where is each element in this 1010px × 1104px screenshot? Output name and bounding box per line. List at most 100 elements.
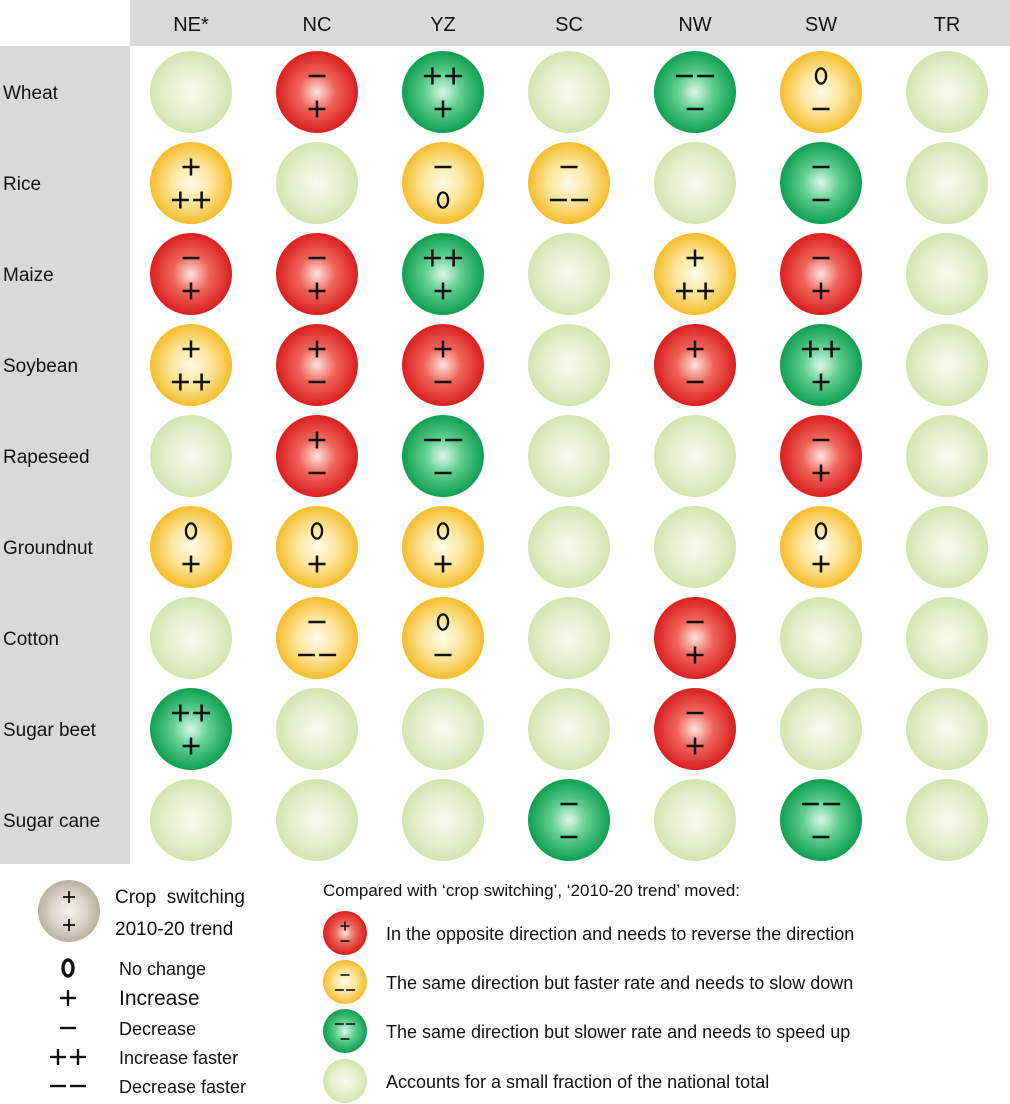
cell-circle <box>654 597 736 679</box>
cell-circle <box>402 142 484 224</box>
cell-sugar-beet-sc <box>528 688 610 770</box>
cell-circle <box>276 233 358 315</box>
legend-symbol-label: Decrease <box>119 1019 196 1039</box>
legend-symbol-item: Decrease <box>60 1019 196 1039</box>
crop-switching-symbol <box>814 67 828 85</box>
crop-switching-symbol <box>308 431 326 449</box>
cell-soybean-nc <box>276 324 358 406</box>
row-header-band <box>0 46 130 864</box>
cell-circle <box>906 415 988 497</box>
cell-circle <box>150 51 232 133</box>
crop-switching-symbol <box>814 522 828 540</box>
cell-circle <box>780 506 862 588</box>
legend-symbol-item: No change <box>61 958 206 979</box>
legend-symbol-item: Decrease faster <box>50 1077 246 1097</box>
legend-category-circle <box>323 960 367 1004</box>
cell-sugar-beet-nw <box>654 688 736 770</box>
cell-circle <box>906 142 988 224</box>
cell-circle <box>402 324 484 406</box>
cell-circle <box>654 688 736 770</box>
legend-key-top-symbol <box>63 891 75 903</box>
cell-circle <box>150 415 232 497</box>
legend-symbol-label: Increase faster <box>119 1048 238 1068</box>
cell-circle <box>906 324 988 406</box>
cell-circle <box>528 597 610 679</box>
row-header-maize: Maize <box>3 265 54 286</box>
cell-wheat-tr <box>906 51 988 133</box>
cell-wheat-nc <box>276 51 358 133</box>
trend-symbol <box>308 555 326 573</box>
cell-groundnut-nw <box>654 506 736 588</box>
trend-symbol <box>434 100 452 118</box>
cell-maize-sw <box>780 233 862 315</box>
crop-switching-symbol <box>436 522 450 540</box>
cell-cotton-tr <box>906 597 988 679</box>
crop-switching-symbol <box>436 613 450 631</box>
cell-cotton-sc <box>528 597 610 679</box>
cell-circle <box>402 415 484 497</box>
column-header-band <box>130 0 1010 46</box>
cell-groundnut-sw <box>780 506 862 588</box>
cell-rice-nw <box>654 142 736 224</box>
legend-category-pale: Accounts for a small fraction of the nat… <box>323 1059 769 1103</box>
cell-wheat-nw <box>654 51 736 133</box>
crop-switching-symbol <box>171 704 211 722</box>
cell-circle <box>780 415 862 497</box>
legend-category-circle <box>323 911 367 955</box>
row-header-cotton: Cotton <box>3 629 59 650</box>
cell-circle <box>528 506 610 588</box>
cell-circle <box>150 597 232 679</box>
cell-circle <box>906 597 988 679</box>
cell-wheat-yz <box>402 51 484 133</box>
legend-category-circle <box>323 1009 367 1053</box>
cell-circle <box>780 142 862 224</box>
cell-circle <box>654 233 736 315</box>
legend-category-red: In the opposite direction and needs to r… <box>323 911 854 955</box>
legend-key-bottom-symbol <box>63 919 75 931</box>
cell-rice-ne <box>150 142 232 224</box>
cell-maize-ne <box>150 233 232 315</box>
cell-rapeseed-yz <box>402 415 484 497</box>
cell-circle <box>906 233 988 315</box>
cell-circle <box>906 779 988 861</box>
column-header-nw: NW <box>678 14 711 36</box>
cell-maize-nc <box>276 233 358 315</box>
legend-category-label: In the opposite direction and needs to r… <box>386 924 854 944</box>
cell-groundnut-ne <box>150 506 232 588</box>
row-header-wheat: Wheat <box>3 83 59 104</box>
legend-key-circle <box>38 880 100 942</box>
cell-sugar-cane-ne <box>150 779 232 861</box>
legend-key <box>38 880 100 942</box>
crop-switching-symbol <box>686 249 704 267</box>
cell-circle <box>528 688 610 770</box>
legend-symbol-label: Increase <box>119 987 200 1010</box>
cell-groundnut-yz <box>402 506 484 588</box>
crop-trend-matrix: NE* NC YZ SC NW SW TR Wheat Rice Maize Soybean Rap… <box>0 0 1010 864</box>
trend-symbol <box>182 555 200 573</box>
cell-circle <box>150 779 232 861</box>
cell-cotton-yz <box>402 597 484 679</box>
legend-category-top-symbol <box>340 921 350 931</box>
cell-rapeseed-sc <box>528 415 610 497</box>
column-header-ne: NE* <box>173 14 209 36</box>
row-headers: Wheat Rice Maize Soybean Rapeseed Groundnut Co… <box>3 83 100 832</box>
cell-maize-nw <box>654 233 736 315</box>
cell-wheat-sw <box>780 51 862 133</box>
cell-rice-nc <box>276 142 358 224</box>
legend-category-label: The same direction but slower rate and n… <box>386 1022 850 1042</box>
crop-switching-symbol <box>184 522 198 540</box>
legend-symbol-list: No change Increase Decrease Increase faster… <box>50 958 246 1097</box>
trend-symbol <box>812 282 830 300</box>
cell-sugar-cane-tr <box>906 779 988 861</box>
trend-symbol <box>171 191 211 209</box>
cell-wheat-ne <box>150 51 232 133</box>
cell-circle <box>402 51 484 133</box>
cell-rapeseed-sw <box>780 415 862 497</box>
column-header-tr: TR <box>934 14 961 36</box>
cell-circle <box>906 51 988 133</box>
cell-sugar-beet-nc <box>276 688 358 770</box>
trend-symbol <box>675 282 715 300</box>
legend-symbol-label: No change <box>119 959 206 979</box>
cell-circle <box>150 688 232 770</box>
cell-groundnut-tr <box>906 506 988 588</box>
